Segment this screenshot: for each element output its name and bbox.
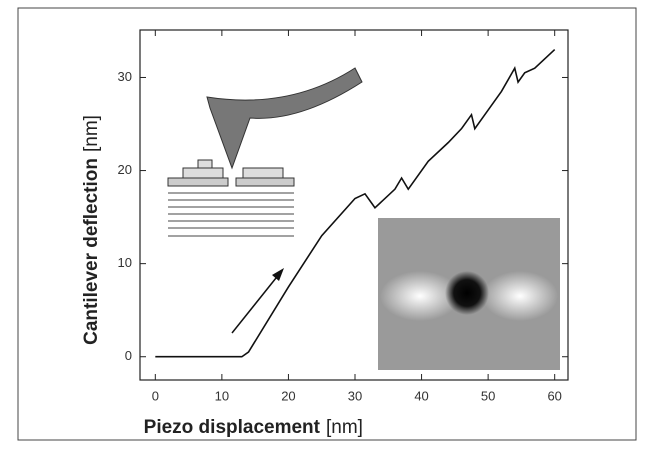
x-tick-label: 20: [281, 388, 295, 403]
y-tick-label: 10: [118, 255, 132, 270]
y-tick-label: 0: [125, 348, 132, 363]
x-tick-label: 10: [215, 388, 229, 403]
x-tick-label: 50: [481, 388, 495, 403]
x-tick-label: 0: [152, 388, 159, 403]
x-axis-unit: [nm]: [326, 417, 363, 438]
inset-image: [378, 218, 560, 370]
plot-area: [139, 29, 569, 381]
y-tick-label: 30: [118, 69, 132, 84]
x-axis-title: Piezo displacement: [144, 417, 321, 438]
y-tick-label: 20: [118, 162, 132, 177]
x-tick-label: 30: [348, 388, 362, 403]
arrow: [231, 268, 284, 334]
x-tick-label: 40: [414, 388, 428, 403]
frame: [17, 7, 637, 441]
y-axis-title: Cantilever deflection: [81, 158, 102, 345]
data-line: [155, 48, 556, 358]
y-axis-unit: [nm]: [81, 115, 102, 152]
cantilever-sketch: [167, 67, 363, 237]
x-tick-label: 60: [547, 388, 561, 403]
